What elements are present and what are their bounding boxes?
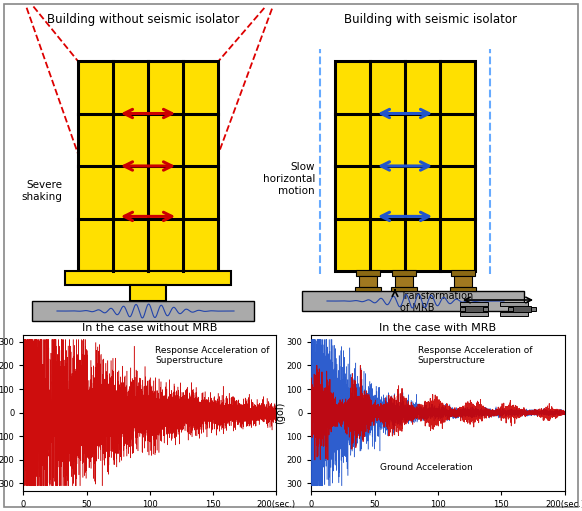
Bar <box>32 301 254 321</box>
Text: Slow
horizontal
motion: Slow horizontal motion <box>262 161 315 196</box>
Text: Response Acceleration of
Superstructure: Response Acceleration of Superstructure <box>418 345 532 365</box>
Bar <box>335 61 475 271</box>
Bar <box>454 276 472 287</box>
Bar <box>391 287 417 291</box>
Bar <box>500 302 528 306</box>
Title: In the case with MRB: In the case with MRB <box>379 322 496 333</box>
Bar <box>508 307 536 311</box>
Bar <box>500 312 528 316</box>
Bar <box>460 307 488 311</box>
Text: Building without seismic isolator: Building without seismic isolator <box>47 13 239 26</box>
Bar <box>450 287 476 291</box>
Bar <box>359 276 377 287</box>
Bar <box>465 306 483 312</box>
Text: Building with seismic isolator: Building with seismic isolator <box>343 13 516 26</box>
Bar <box>355 287 381 291</box>
Bar <box>460 312 488 316</box>
Bar <box>356 270 380 276</box>
Bar <box>65 271 231 285</box>
Text: Severe
shaking: Severe shaking <box>21 180 62 202</box>
Bar <box>392 270 416 276</box>
Bar <box>451 270 475 276</box>
Title: In the case without MRB: In the case without MRB <box>82 322 218 333</box>
Bar <box>395 276 413 287</box>
Y-axis label: (gol): (gol) <box>275 402 285 424</box>
Text: Response Acceleration of
Superstructure: Response Acceleration of Superstructure <box>155 345 269 365</box>
Bar <box>460 302 488 306</box>
Bar <box>513 306 531 312</box>
Bar <box>302 291 524 311</box>
Text: Ground Acceleration: Ground Acceleration <box>379 462 473 472</box>
Bar <box>130 285 166 301</box>
Bar <box>78 61 218 271</box>
Text: Transformation
of MRB: Transformation of MRB <box>400 291 473 313</box>
